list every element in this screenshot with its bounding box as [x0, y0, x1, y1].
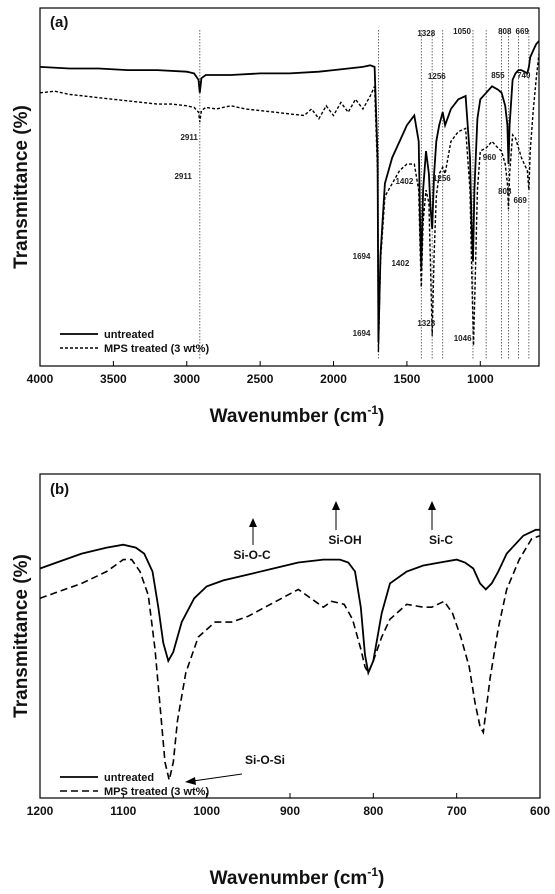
- peak-label: 740: [517, 71, 531, 80]
- panel-a-legend-label-mps: MPS treated (3 wt%): [104, 343, 209, 355]
- x-tick-label: 900: [280, 804, 300, 818]
- peak-label: 1256: [428, 72, 446, 81]
- x-tick-label: 1000: [467, 372, 494, 386]
- peak-label: 2911: [180, 133, 198, 142]
- x-tick-label: 3500: [100, 372, 127, 386]
- peak-label: 1328: [417, 29, 435, 38]
- peak-label: 1694: [353, 252, 371, 261]
- peak-label: 1694: [353, 329, 371, 338]
- si-c-label: Si-C: [429, 533, 453, 547]
- panel-a-series-untreated: [39, 40, 540, 343]
- panel-b-chart: (b) Si-O-C Si-OH Si-C Si-O-Si 1200 1100 10…: [11, 473, 550, 889]
- x-tick-label: 1000: [193, 804, 220, 818]
- panel-a-y-axis-title: Transmittance (%): [11, 105, 32, 269]
- x-tick-label: 1100: [110, 804, 136, 818]
- si-o-si-arrowhead: [185, 777, 196, 785]
- panel-b-legend: untreated MPS treated (3 wt%): [60, 772, 209, 798]
- x-tick-label: 700: [447, 804, 467, 818]
- panel-b-legend-label-untreated: untreated: [104, 772, 154, 784]
- x-tick-label: 1200: [27, 804, 54, 818]
- si-o-c-label: Si-O-C: [233, 548, 271, 562]
- x-tick-label: 3000: [173, 372, 200, 386]
- x-tick-label: 600: [530, 804, 550, 818]
- si-o-si-label: Si-O-Si: [245, 753, 285, 767]
- x-tick-label: 2000: [320, 372, 347, 386]
- panel-a-plot-frame: [39, 7, 540, 367]
- peak-label: 2911: [174, 172, 192, 181]
- peak-label: 1402: [391, 259, 409, 268]
- si-oh-arrowhead: [332, 501, 340, 510]
- peak-label: 1050: [453, 27, 471, 36]
- peak-label: 808: [498, 187, 512, 196]
- panel-a-x-ticks: 4000 3500 3000 2500 2000 1500 1000: [27, 361, 494, 386]
- panel-a-x-axis-title: Wavenumber (cm-1): [210, 403, 385, 427]
- panel-a-label: (a): [50, 14, 68, 31]
- peak-label: 1046: [454, 334, 472, 343]
- si-o-si-arrow: [192, 773, 243, 782]
- si-c-arrowhead: [428, 501, 436, 510]
- peak-label: 669: [514, 196, 528, 205]
- panel-a-legend-label-untreated: untreated: [104, 329, 154, 341]
- x-tick-label: 800: [363, 804, 383, 818]
- panel-b-legend-label-mps: MPS treated (3 wt%): [104, 786, 209, 798]
- peak-label: 960: [483, 153, 497, 162]
- panel-b-annotations: Si-O-C Si-OH Si-C Si-O-Si: [185, 501, 453, 785]
- panel-a-series-mps-treated: [39, 53, 540, 353]
- panel-a-x-axis-title-main: Wavenumber (cm: [210, 406, 368, 427]
- panel-b-x-ticks: 1200 1100 1000 900 800 700 600: [27, 793, 550, 818]
- peak-label: 808: [498, 27, 512, 36]
- x-tick-label: 1500: [394, 372, 421, 386]
- x-tick-label: 2500: [247, 372, 274, 386]
- si-o-c-arrowhead: [249, 518, 257, 527]
- panel-b-series-mps-treated: [39, 534, 541, 781]
- panel-a-legend: untreated MPS treated (3 wt%): [60, 329, 209, 355]
- panel-a-x-axis-title-sup: -1: [367, 403, 378, 417]
- panel-b-plot-frame: [39, 473, 541, 799]
- x-tick-label: 4000: [27, 372, 54, 386]
- peak-label: 855: [491, 71, 505, 80]
- peak-label: 1402: [395, 177, 413, 186]
- panel-b-series-untreated: [39, 528, 540, 676]
- peak-label: 1328: [417, 319, 435, 328]
- si-oh-label: Si-OH: [328, 533, 361, 547]
- panel-b-x-axis-title-main: Wavenumber (cm: [210, 868, 368, 889]
- panel-b-label: (b): [50, 481, 69, 498]
- peak-label: 669: [516, 27, 530, 36]
- panel-a-peak-labels: 2911 2911 1694 1694 1402 1402 1328 1328 1256 1256…: [174, 27, 531, 343]
- panel-b-x-axis-title-close: ): [378, 868, 384, 889]
- peak-label: 1256: [433, 174, 451, 183]
- panel-a-reference-lines: [199, 30, 530, 360]
- panel-b-y-axis-title: Transmittance (%): [11, 554, 32, 718]
- panel-b-x-axis-title: Wavenumber (cm-1): [210, 865, 385, 889]
- panel-a-chart: (a) 2911 2911 1694 1694 1402 1402 1328 1328 1256…: [11, 7, 540, 427]
- panel-b-x-axis-title-sup: -1: [367, 865, 378, 879]
- panel-a-x-axis-title-close: ): [378, 406, 384, 427]
